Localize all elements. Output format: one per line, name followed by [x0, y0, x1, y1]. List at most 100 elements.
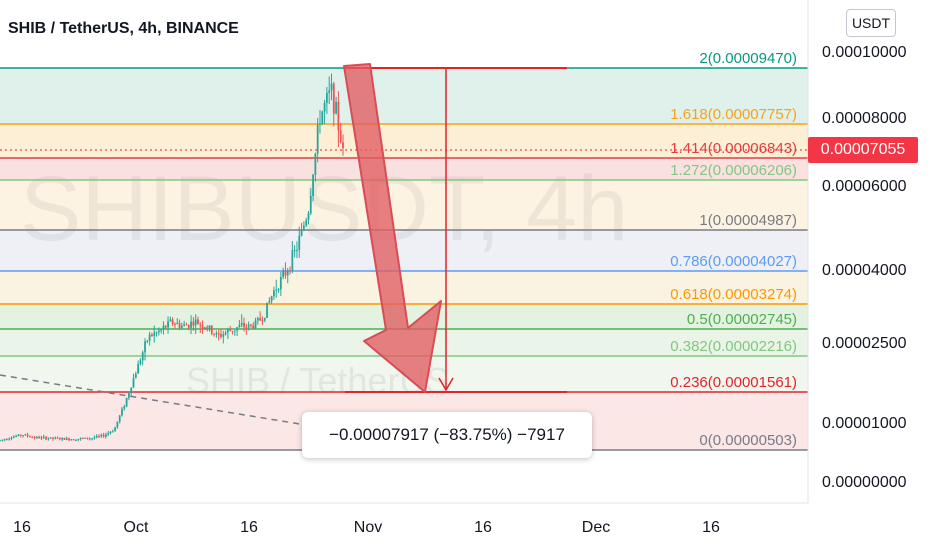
- candle-body: [277, 289, 280, 291]
- candle-body: [35, 436, 38, 439]
- candle-body: [250, 324, 252, 326]
- candle-body: [286, 270, 289, 276]
- price-axis-label: 0.00002500: [822, 335, 907, 352]
- fib-label-1: 1(0.00004987): [699, 212, 797, 229]
- candle-body: [42, 436, 45, 438]
- candle-body: [279, 277, 282, 290]
- candle-body: [210, 325, 213, 334]
- candle-body: [220, 333, 222, 337]
- last-price-tag: 0.00007055: [808, 137, 918, 163]
- price-axis-label: 0.00010000: [822, 44, 907, 61]
- candle-body: [217, 333, 220, 335]
- candle-body: [91, 438, 93, 440]
- candle-body: [291, 250, 294, 271]
- candle-body: [75, 439, 77, 441]
- time-axis-label: 16: [240, 519, 258, 536]
- candle-body: [314, 153, 317, 175]
- candle-body: [266, 302, 268, 318]
- candle-body: [167, 321, 169, 328]
- candle-body: [107, 433, 110, 435]
- candle-body: [95, 435, 98, 438]
- candle-body: [187, 325, 190, 328]
- candle-body: [111, 431, 114, 433]
- candle-body: [213, 333, 215, 335]
- candle-body: [33, 437, 36, 439]
- price-axis-label: 0.00000000: [822, 474, 907, 491]
- candle-body: [116, 421, 119, 428]
- candle-body: [12, 436, 15, 438]
- candle-body: [215, 333, 218, 335]
- candle-body: [199, 324, 202, 326]
- candle-body: [282, 270, 285, 278]
- candle-body: [128, 393, 130, 398]
- candle-body: [323, 102, 326, 112]
- candle-body: [24, 434, 27, 436]
- candle-body: [178, 322, 181, 328]
- fib-label-0: 0(0.00000503): [699, 432, 797, 449]
- candlestick-series[interactable]: [0, 73, 344, 442]
- candle-body: [155, 332, 158, 334]
- candle-body: [180, 325, 183, 328]
- candle-body: [123, 406, 126, 409]
- candle-body: [337, 101, 340, 131]
- candle-body: [70, 439, 73, 441]
- candle-body: [254, 320, 257, 329]
- candle-body: [201, 325, 204, 329]
- fib-label-2: 2(0.00009470): [699, 50, 797, 67]
- candle-body: [141, 352, 144, 361]
- candle-body: [139, 360, 142, 365]
- candle-body: [65, 438, 68, 440]
- fib-zone-1414-1272: [0, 158, 808, 180]
- fib-label-0.786: 0.786(0.00004027): [670, 253, 797, 270]
- candle-body: [252, 325, 255, 329]
- big-down-arrow[interactable]: [343, 63, 442, 393]
- fib-label-1.618: 1.618(0.00007757): [670, 106, 797, 123]
- candle-body: [316, 124, 319, 154]
- fib-zone-1272-1: [0, 180, 808, 230]
- candle-body: [302, 225, 305, 230]
- candle-body: [231, 330, 234, 332]
- time-axis-label: Dec: [582, 519, 610, 536]
- candle-body: [61, 437, 64, 440]
- candle-body: [190, 321, 192, 328]
- candle-body: [332, 83, 335, 114]
- candle-body: [26, 434, 29, 437]
- candle-body: [8, 438, 11, 440]
- candle-body: [243, 322, 245, 328]
- currency-unit-button[interactable]: USDT: [846, 9, 896, 37]
- candle-body: [259, 317, 262, 321]
- candle-body: [256, 317, 259, 321]
- measure-tool[interactable]: [345, 67, 567, 393]
- candle-body: [125, 397, 128, 407]
- candle-body: [132, 378, 135, 388]
- candle-body: [3, 439, 6, 441]
- time-axis-label: 16: [702, 519, 720, 536]
- price-axis[interactable]: 0.00010000 0.00008000 0.00006000 0.00004000…: [822, 44, 907, 491]
- candle-body: [298, 235, 301, 250]
- candle-body: [22, 435, 24, 437]
- candle-body: [121, 408, 123, 416]
- candle-body: [312, 174, 314, 196]
- dashed-trendline[interactable]: [0, 374, 301, 425]
- candle-body: [29, 436, 31, 438]
- candle-body: [146, 340, 149, 342]
- candle-body: [56, 437, 59, 439]
- candle-body: [45, 436, 47, 440]
- time-axis[interactable]: 16 Oct 16 Nov 16 Dec 16: [13, 519, 720, 536]
- candle-body: [325, 92, 328, 103]
- candle-body: [305, 220, 308, 226]
- price-axis-label: 0.00006000: [822, 178, 907, 195]
- chart-title: SHIB / TetherUS, 4h, BINANCE: [8, 20, 239, 37]
- candle-body: [245, 327, 248, 329]
- candle-body: [263, 317, 266, 321]
- candle-body: [284, 270, 287, 276]
- candle-body: [208, 325, 211, 329]
- candle-body: [164, 325, 167, 328]
- candle-body: [183, 324, 186, 326]
- time-axis-label: Nov: [354, 519, 382, 536]
- candle-body: [72, 439, 75, 441]
- candle-body: [171, 319, 174, 324]
- candle-body: [192, 321, 195, 326]
